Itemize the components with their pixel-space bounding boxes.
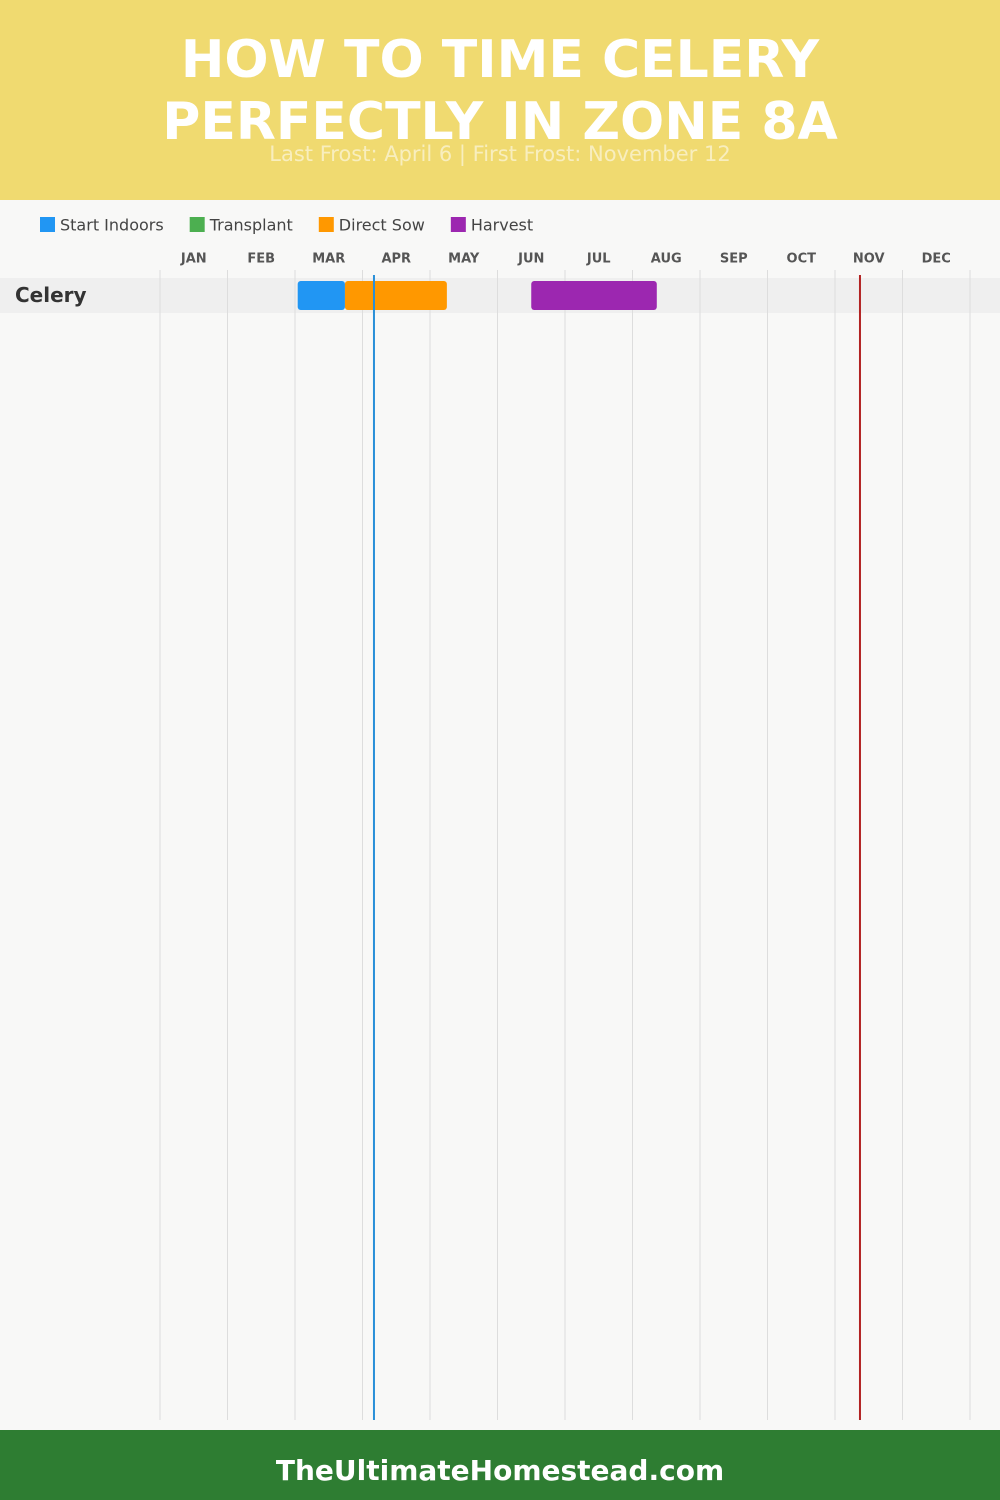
- month-label: NOV: [853, 252, 885, 267]
- month-label: JUN: [517, 252, 544, 267]
- legend-swatch: [40, 217, 55, 232]
- header-background: [0, 0, 1000, 200]
- legend-swatch: [450, 217, 466, 232]
- phase-bar: [344, 281, 447, 310]
- legend-label: Start Indoors: [60, 216, 164, 235]
- legend-swatch: [318, 217, 334, 232]
- month-label: DEC: [922, 252, 951, 267]
- phase-bar: [531, 281, 657, 310]
- month-label: JAN: [180, 252, 207, 267]
- subtitle: Last Frost: April 6 | First Frost: Novem…: [269, 142, 730, 167]
- month-label: MAY: [448, 252, 480, 267]
- month-label: JUL: [586, 252, 611, 267]
- month-label: APR: [381, 252, 411, 267]
- legend-label: Harvest: [471, 216, 533, 235]
- phase-bar: [297, 281, 345, 310]
- month-label: MAR: [312, 252, 345, 267]
- month-label: OCT: [787, 252, 817, 267]
- title-line: PERFECTLY IN ZONE 8A: [162, 92, 838, 152]
- footer-background: [0, 1430, 1000, 1500]
- month-label: AUG: [651, 252, 682, 267]
- month-label: SEP: [720, 252, 748, 267]
- footer-text: TheUltimateHomestead.com: [276, 1454, 724, 1487]
- title-line: HOW TO TIME CELERY: [181, 30, 821, 90]
- legend-label: Direct Sow: [339, 216, 425, 235]
- row-label: Celery: [15, 283, 87, 307]
- legend-swatch: [189, 217, 205, 232]
- legend-label: Transplant: [209, 216, 293, 235]
- row-background: [0, 278, 1000, 313]
- month-label: FEB: [247, 252, 275, 267]
